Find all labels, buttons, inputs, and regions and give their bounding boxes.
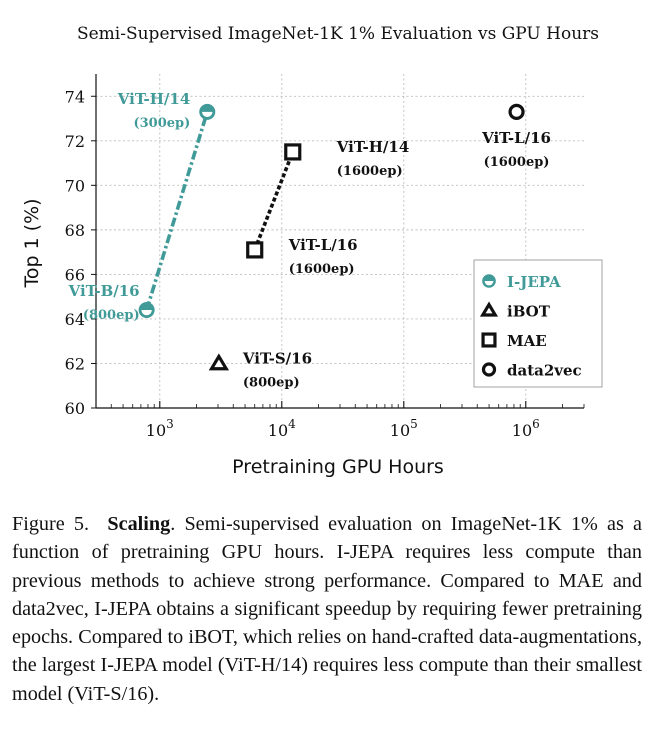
point-i-jepa <box>138 302 155 319</box>
data-points <box>138 103 525 371</box>
y-axis-label: Top 1 (%) <box>21 198 43 288</box>
y-tick-label: 70 <box>65 176 85 195</box>
point-sublabel: (1600ep) <box>484 155 550 170</box>
point-label: ViT-L/16 <box>481 129 551 147</box>
legend-label: I-JEPA <box>507 273 561 291</box>
y-tick-label: 72 <box>65 132 85 151</box>
y-tick-label: 68 <box>65 221 85 240</box>
y-tick-label: 62 <box>65 354 85 373</box>
point-label: ViT-S/16 <box>242 349 312 367</box>
caption-bold-title: Scaling <box>107 513 171 535</box>
point-mae <box>284 143 302 161</box>
chart-title: Semi-Supervised ImageNet-1K 1% Evaluatio… <box>77 24 599 44</box>
legend-marker-data2vec <box>481 362 497 377</box>
figure-caption: Figure 5. Scaling. Semi-supervised evalu… <box>12 510 642 708</box>
legend: I-JEPA iBOT MAE data2vec <box>473 259 603 388</box>
x-tick-label: 103 <box>146 417 174 440</box>
point-label: ViT-H/14 <box>336 138 410 156</box>
point-data2vec <box>508 103 525 120</box>
y-tick-label: 66 <box>65 265 85 284</box>
x-tick-label: 105 <box>390 417 418 440</box>
caption-text: . Semi-supervised evaluation on ImageNet… <box>12 513 642 705</box>
y-tick-label: 60 <box>65 399 85 418</box>
point-sublabel: (800ep) <box>83 308 140 323</box>
gridlines <box>96 74 584 409</box>
point-labels: ViT-B/16 (800ep) ViT-H/14 (300ep) ViT-S/16 (8… <box>68 90 551 391</box>
point-mae <box>246 241 264 259</box>
point-sublabel: (300ep) <box>133 116 190 131</box>
legend-label: data2vec <box>507 362 582 380</box>
scaling-chart: Semi-Supervised ImageNet-1K 1% Evaluatio… <box>21 24 603 478</box>
point-label: ViT-B/16 <box>68 282 140 300</box>
series-line-mae <box>253 151 295 251</box>
caption-figure-label: Figure 5. <box>12 513 90 535</box>
legend-label: iBOT <box>507 303 551 321</box>
point-sublabel: (1600ep) <box>337 164 403 179</box>
point-label: ViT-L/16 <box>288 236 358 254</box>
point-i-jepa <box>199 103 216 120</box>
y-tick-label: 74 <box>65 87 85 106</box>
legend-marker-ibot <box>479 301 499 317</box>
series-line-i-jepa <box>144 111 209 311</box>
x-tick-label: 104 <box>268 417 296 440</box>
series-lines <box>144 111 295 311</box>
legend-marker-mae <box>481 332 497 348</box>
legend-label: MAE <box>507 332 547 350</box>
point-label: ViT-H/14 <box>117 90 191 108</box>
point-sublabel: (1600ep) <box>289 262 355 277</box>
legend-marker-i-jepa <box>482 274 496 288</box>
x-tick-label: 106 <box>512 417 540 440</box>
point-ibot <box>208 353 230 371</box>
point-sublabel: (800ep) <box>243 375 300 390</box>
y-tick-label: 64 <box>65 310 85 329</box>
x-axis-label: Pretraining GPU Hours <box>232 456 444 478</box>
